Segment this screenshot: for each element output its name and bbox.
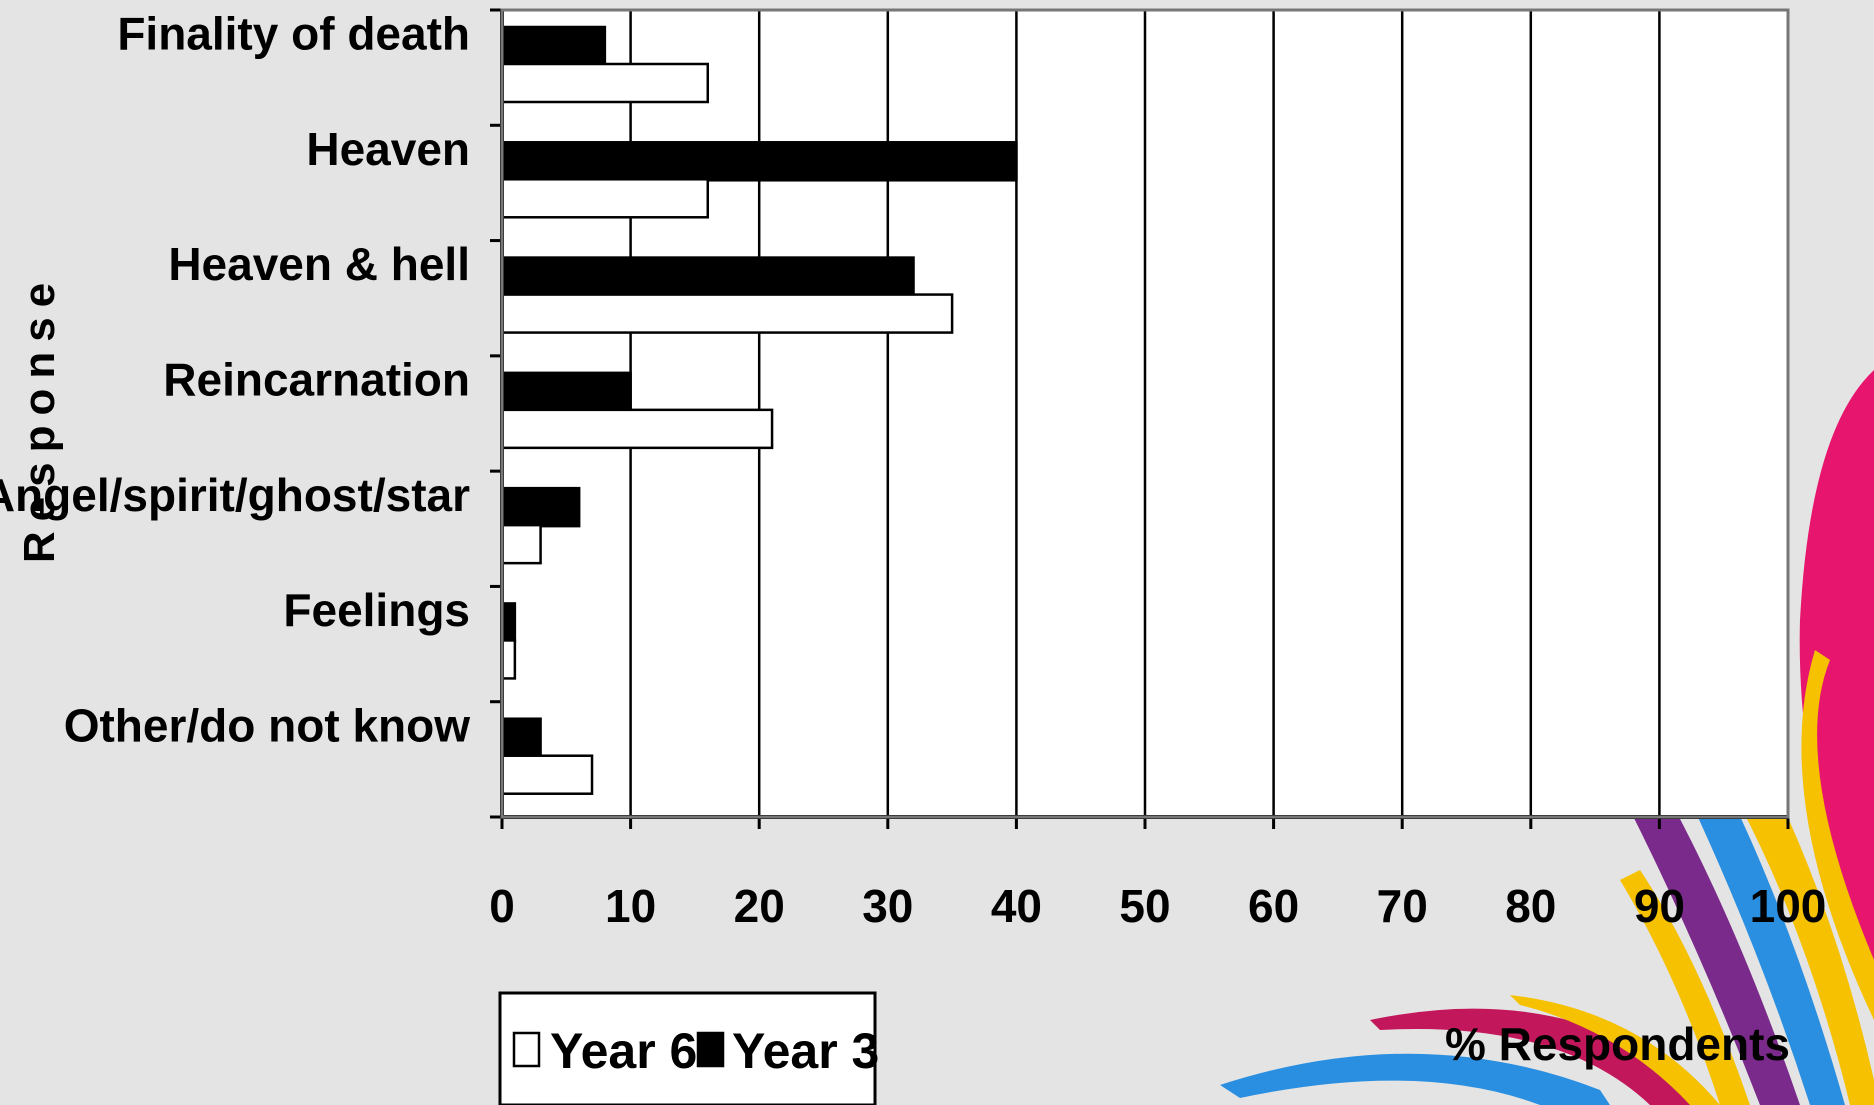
category-label: Feelings — [283, 584, 470, 636]
x-tick-label: 40 — [991, 880, 1042, 932]
x-tick-label: 100 — [1750, 880, 1827, 932]
plot-border — [500, 8, 1790, 819]
x-tick-label: 10 — [605, 880, 656, 932]
ribbon-shape — [1620, 870, 1750, 1105]
ribbon-shape — [1510, 995, 1720, 1105]
legend-label: Year 3 — [732, 1023, 879, 1079]
bar-year-6-0 — [500, 62, 710, 104]
x-tick-label: 30 — [862, 880, 913, 932]
x-tick-label: 60 — [1248, 880, 1299, 932]
category-label: Heaven — [306, 123, 470, 175]
category-label: Finality of death — [117, 8, 470, 60]
x-tick-label: 20 — [734, 880, 785, 932]
legend-box — [498, 991, 877, 1105]
x-tick-label: 0 — [489, 880, 515, 932]
bar-year-6-3 — [500, 408, 774, 450]
ribbon-shape — [1220, 1053, 1610, 1105]
category-label: Heaven & hell — [168, 238, 470, 290]
decorative-ribbons — [1220, 370, 1874, 1105]
ribbon-shape — [1799, 370, 1874, 1000]
category-label: Reincarnation — [163, 354, 470, 406]
bar-year-6-4 — [500, 523, 542, 565]
x-tick-label: 80 — [1505, 880, 1556, 932]
ribbon-shape — [1801, 650, 1874, 1020]
ribbon-shape — [1630, 800, 1800, 1105]
bar-year-6-6 — [500, 754, 594, 795]
legend-swatch — [512, 1031, 541, 1068]
legend: Year 6 Year 3 — [498, 991, 879, 1105]
plot-area — [490, 8, 1790, 829]
category-label: Angel/spirit/ghost/star — [0, 469, 470, 521]
ribbon-shape — [1740, 800, 1874, 1105]
category-label: Other/do not know — [64, 699, 471, 751]
ribbon-shape — [1690, 795, 1845, 1105]
bar-year-3-6 — [500, 717, 542, 758]
x-tick-label: 70 — [1377, 880, 1428, 932]
legend-label: Year 6 — [550, 1023, 697, 1079]
x-tick-label: 50 — [1119, 880, 1170, 932]
ribbon-shape — [1370, 1008, 1700, 1105]
x-tick-labels: 0 10 20 30 40 50 60 70 80 90 100 — [489, 880, 1826, 932]
bar-year-6-2 — [500, 293, 954, 334]
category-labels: Finality of death Heaven Heaven & hell Rein… — [0, 8, 470, 752]
bar-year-3-2 — [500, 256, 915, 297]
y-axis-title: Response — [15, 273, 64, 563]
bar-year-3-1 — [500, 141, 1018, 182]
bar-year-3-0 — [500, 25, 607, 67]
x-axis-title: % Respondents — [1445, 1018, 1790, 1070]
legend-swatch — [696, 1031, 725, 1068]
bar-year-3-4 — [500, 486, 581, 528]
bar-year-6-1 — [500, 178, 710, 219]
bar-year-3-3 — [500, 371, 632, 413]
x-tick-label: 90 — [1634, 880, 1685, 932]
